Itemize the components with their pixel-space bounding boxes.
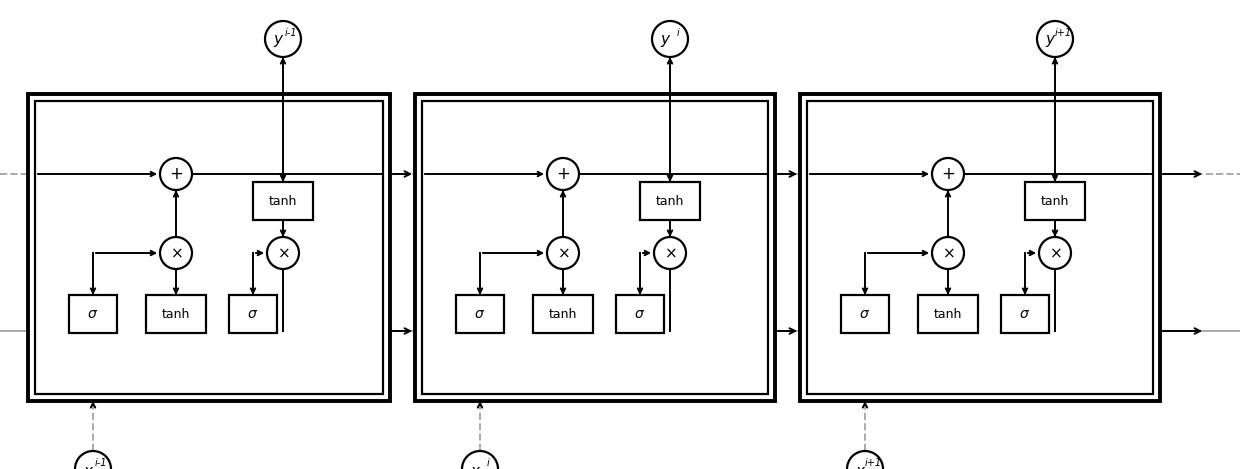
Text: i+1: i+1: [864, 458, 882, 468]
Circle shape: [160, 237, 192, 269]
Text: $y$: $y$: [1045, 33, 1056, 49]
Text: tanh: tanh: [1040, 195, 1069, 207]
Text: tanh: tanh: [934, 308, 962, 320]
Circle shape: [1037, 21, 1073, 57]
Bar: [616, 295, 663, 333]
Bar: [918, 295, 978, 333]
Circle shape: [160, 158, 192, 190]
Text: $y$: $y$: [273, 33, 285, 49]
Text: tanh: tanh: [161, 308, 190, 320]
Circle shape: [652, 21, 688, 57]
Text: $\sigma$: $\sigma$: [859, 307, 870, 321]
Text: $x$: $x$: [83, 463, 94, 469]
Circle shape: [463, 451, 498, 469]
Text: +: +: [169, 165, 184, 183]
Circle shape: [653, 237, 686, 269]
Bar: [69, 295, 117, 333]
Bar: [146, 295, 206, 333]
Bar: [807, 101, 1153, 394]
Text: i: i: [677, 28, 680, 38]
Text: $\sigma$: $\sigma$: [475, 307, 486, 321]
Text: $\sigma$: $\sigma$: [1019, 307, 1030, 321]
Bar: [1025, 182, 1085, 220]
Bar: [456, 295, 503, 333]
Text: $\times$: $\times$: [663, 245, 676, 260]
Text: +: +: [941, 165, 955, 183]
Circle shape: [265, 21, 301, 57]
Text: i+1: i+1: [1054, 28, 1071, 38]
Bar: [640, 182, 701, 220]
Text: i-1: i-1: [94, 458, 107, 468]
Text: tanh: tanh: [656, 195, 684, 207]
Circle shape: [932, 237, 963, 269]
Text: +: +: [556, 165, 570, 183]
Text: tanh: tanh: [549, 308, 577, 320]
Bar: [841, 295, 889, 333]
Bar: [422, 101, 768, 394]
Text: $\times$: $\times$: [557, 245, 569, 260]
Circle shape: [547, 158, 579, 190]
Text: $\times$: $\times$: [941, 245, 955, 260]
Bar: [800, 94, 1159, 401]
Circle shape: [74, 451, 112, 469]
Text: $\times$: $\times$: [170, 245, 182, 260]
Bar: [35, 101, 383, 394]
Bar: [229, 295, 277, 333]
Text: tanh: tanh: [269, 195, 298, 207]
Bar: [533, 295, 593, 333]
Text: $\sigma$: $\sigma$: [88, 307, 98, 321]
Circle shape: [547, 237, 579, 269]
Text: $x$: $x$: [856, 463, 867, 469]
Circle shape: [1039, 237, 1071, 269]
Text: $\sigma$: $\sigma$: [635, 307, 646, 321]
Circle shape: [932, 158, 963, 190]
Circle shape: [847, 451, 883, 469]
Bar: [1001, 295, 1049, 333]
Text: i: i: [486, 458, 490, 468]
Text: $y$: $y$: [660, 33, 672, 49]
Text: i-1: i-1: [285, 28, 298, 38]
Bar: [253, 182, 312, 220]
Text: $\sigma$: $\sigma$: [248, 307, 259, 321]
Text: $x$: $x$: [470, 463, 482, 469]
Circle shape: [267, 237, 299, 269]
Text: $\times$: $\times$: [1049, 245, 1061, 260]
Bar: [29, 94, 391, 401]
Bar: [415, 94, 775, 401]
Text: $\times$: $\times$: [277, 245, 289, 260]
